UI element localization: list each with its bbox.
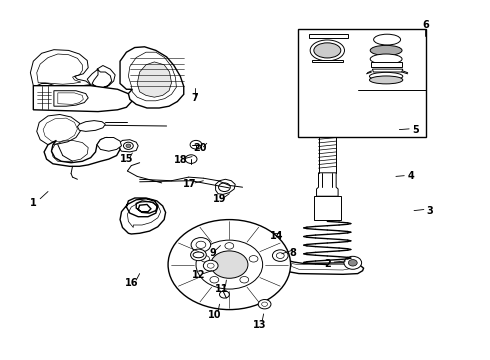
Circle shape [276, 253, 284, 258]
Circle shape [344, 256, 362, 269]
Polygon shape [119, 140, 138, 152]
Ellipse shape [369, 72, 403, 80]
Circle shape [219, 183, 230, 192]
Polygon shape [309, 34, 348, 38]
Circle shape [240, 276, 249, 283]
Circle shape [225, 243, 234, 249]
Circle shape [196, 241, 206, 248]
Text: 3: 3 [427, 206, 434, 216]
Text: 20: 20 [193, 143, 207, 153]
Polygon shape [371, 62, 402, 67]
Circle shape [262, 302, 268, 306]
Circle shape [348, 260, 357, 266]
Circle shape [126, 144, 131, 148]
Polygon shape [37, 114, 81, 145]
Polygon shape [87, 66, 115, 88]
Circle shape [191, 238, 211, 252]
Text: 5: 5 [412, 125, 419, 135]
Polygon shape [216, 179, 235, 194]
Text: 1: 1 [30, 198, 37, 208]
Polygon shape [44, 138, 120, 166]
Polygon shape [298, 29, 426, 137]
Text: 4: 4 [407, 171, 414, 181]
Ellipse shape [374, 34, 401, 45]
Text: 18: 18 [173, 155, 187, 165]
Ellipse shape [310, 40, 344, 61]
Polygon shape [120, 47, 184, 108]
Text: 2: 2 [324, 258, 331, 269]
Polygon shape [280, 260, 364, 274]
Circle shape [210, 276, 219, 283]
Polygon shape [77, 121, 105, 131]
Ellipse shape [370, 45, 402, 55]
Polygon shape [314, 196, 341, 220]
Ellipse shape [193, 252, 204, 258]
Circle shape [201, 256, 210, 262]
Circle shape [203, 260, 218, 271]
Polygon shape [33, 86, 132, 112]
Circle shape [185, 155, 197, 163]
Text: 19: 19 [213, 194, 226, 204]
Polygon shape [54, 91, 88, 106]
Text: 12: 12 [192, 270, 205, 280]
Polygon shape [137, 62, 172, 97]
Text: 14: 14 [270, 231, 284, 241]
Polygon shape [97, 138, 122, 151]
Circle shape [220, 291, 229, 298]
Circle shape [249, 256, 258, 262]
Circle shape [168, 220, 291, 310]
Polygon shape [317, 173, 338, 196]
Text: 6: 6 [422, 20, 429, 30]
Ellipse shape [314, 43, 341, 58]
Polygon shape [300, 265, 354, 268]
Polygon shape [120, 198, 166, 234]
Circle shape [272, 250, 288, 261]
Circle shape [191, 249, 206, 261]
Polygon shape [30, 50, 91, 87]
Text: 8: 8 [289, 248, 296, 258]
Text: 17: 17 [183, 179, 197, 189]
Circle shape [211, 251, 248, 278]
Text: 9: 9 [210, 248, 217, 258]
Circle shape [196, 240, 263, 289]
Ellipse shape [370, 54, 402, 64]
Text: 16: 16 [124, 278, 138, 288]
Text: 13: 13 [253, 320, 267, 330]
Polygon shape [372, 69, 403, 72]
Text: 15: 15 [120, 154, 133, 164]
Circle shape [123, 142, 133, 149]
Text: 7: 7 [192, 93, 198, 103]
Circle shape [207, 263, 214, 268]
Ellipse shape [369, 76, 403, 84]
Circle shape [190, 140, 202, 149]
Circle shape [258, 300, 271, 309]
Text: 10: 10 [208, 310, 221, 320]
Text: 11: 11 [215, 284, 229, 294]
Polygon shape [312, 60, 343, 62]
